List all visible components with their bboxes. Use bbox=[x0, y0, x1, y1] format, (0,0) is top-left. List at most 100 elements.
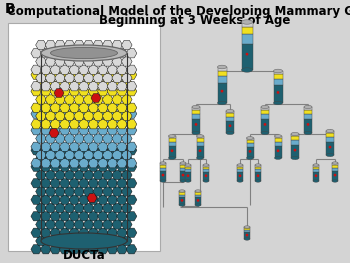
Ellipse shape bbox=[274, 156, 281, 159]
Bar bbox=[217, 83, 226, 103]
Bar bbox=[237, 165, 243, 166]
Ellipse shape bbox=[168, 156, 175, 159]
Circle shape bbox=[276, 91, 279, 94]
Bar bbox=[273, 85, 282, 103]
Ellipse shape bbox=[168, 135, 175, 137]
Ellipse shape bbox=[185, 180, 191, 182]
Bar bbox=[304, 107, 312, 110]
Ellipse shape bbox=[185, 164, 191, 166]
Bar bbox=[261, 119, 269, 133]
Bar bbox=[192, 107, 200, 110]
Ellipse shape bbox=[326, 153, 334, 156]
Bar bbox=[203, 172, 209, 181]
Ellipse shape bbox=[255, 180, 261, 182]
Circle shape bbox=[329, 146, 331, 149]
Bar bbox=[203, 166, 209, 169]
Bar bbox=[313, 166, 319, 169]
Ellipse shape bbox=[332, 180, 338, 182]
Bar bbox=[274, 138, 281, 141]
Bar bbox=[168, 146, 175, 158]
Bar bbox=[273, 74, 282, 79]
Ellipse shape bbox=[241, 68, 252, 72]
Bar bbox=[168, 138, 175, 141]
Bar bbox=[180, 171, 186, 181]
Ellipse shape bbox=[291, 156, 299, 160]
Ellipse shape bbox=[244, 238, 250, 240]
Circle shape bbox=[187, 174, 189, 177]
Bar bbox=[226, 117, 234, 121]
Bar bbox=[326, 137, 334, 142]
Text: Computational Model of the Developing Mammary Gland: Computational Model of the Developing Ma… bbox=[7, 5, 350, 18]
Ellipse shape bbox=[241, 20, 252, 24]
Circle shape bbox=[276, 149, 279, 152]
Ellipse shape bbox=[313, 164, 319, 166]
Bar bbox=[192, 110, 200, 114]
Bar bbox=[179, 191, 185, 193]
Bar bbox=[180, 165, 186, 168]
Bar bbox=[291, 134, 299, 136]
Ellipse shape bbox=[237, 164, 243, 166]
Ellipse shape bbox=[179, 190, 185, 192]
Bar bbox=[180, 168, 186, 171]
Ellipse shape bbox=[179, 204, 185, 206]
Circle shape bbox=[334, 174, 336, 176]
Circle shape bbox=[294, 149, 296, 151]
Ellipse shape bbox=[192, 105, 200, 109]
Ellipse shape bbox=[291, 132, 299, 136]
Ellipse shape bbox=[41, 45, 127, 61]
Ellipse shape bbox=[332, 162, 338, 164]
Bar bbox=[274, 136, 281, 138]
Bar bbox=[185, 166, 191, 169]
Bar bbox=[332, 165, 338, 168]
Bar bbox=[304, 119, 312, 133]
Bar bbox=[313, 165, 319, 166]
Bar bbox=[195, 191, 201, 193]
Ellipse shape bbox=[246, 156, 253, 159]
Bar bbox=[192, 114, 200, 119]
Circle shape bbox=[181, 199, 183, 202]
Circle shape bbox=[197, 199, 199, 202]
Bar bbox=[241, 44, 252, 70]
Bar bbox=[313, 169, 319, 172]
Bar bbox=[160, 165, 166, 168]
Ellipse shape bbox=[273, 69, 282, 73]
Ellipse shape bbox=[195, 204, 201, 206]
Bar bbox=[168, 141, 175, 146]
Circle shape bbox=[198, 149, 201, 152]
Ellipse shape bbox=[50, 47, 118, 59]
Text: B: B bbox=[5, 2, 16, 16]
Circle shape bbox=[239, 174, 241, 177]
Circle shape bbox=[264, 123, 266, 126]
Ellipse shape bbox=[217, 65, 226, 69]
Ellipse shape bbox=[237, 180, 243, 182]
Bar bbox=[160, 171, 166, 181]
Bar bbox=[304, 114, 312, 119]
Bar bbox=[241, 22, 252, 27]
Ellipse shape bbox=[244, 226, 250, 228]
Bar bbox=[185, 165, 191, 166]
Ellipse shape bbox=[261, 132, 269, 135]
Bar bbox=[291, 145, 299, 158]
Bar bbox=[244, 228, 250, 230]
Bar bbox=[226, 111, 234, 113]
Ellipse shape bbox=[196, 156, 203, 159]
Text: Beginning at 3 Weeks of Age: Beginning at 3 Weeks of Age bbox=[99, 14, 291, 27]
Bar bbox=[180, 163, 186, 165]
Bar bbox=[217, 67, 226, 70]
Ellipse shape bbox=[255, 164, 261, 166]
Bar bbox=[261, 114, 269, 119]
Ellipse shape bbox=[246, 136, 253, 139]
Ellipse shape bbox=[203, 164, 209, 166]
Circle shape bbox=[315, 174, 317, 177]
Ellipse shape bbox=[180, 180, 186, 182]
Ellipse shape bbox=[274, 135, 281, 137]
Bar bbox=[255, 165, 261, 166]
Bar bbox=[226, 113, 234, 117]
Ellipse shape bbox=[226, 132, 234, 135]
Circle shape bbox=[307, 123, 309, 126]
Bar bbox=[246, 143, 253, 147]
Bar bbox=[313, 172, 319, 181]
Bar bbox=[246, 138, 253, 140]
Bar bbox=[196, 138, 203, 141]
Bar bbox=[255, 172, 261, 181]
